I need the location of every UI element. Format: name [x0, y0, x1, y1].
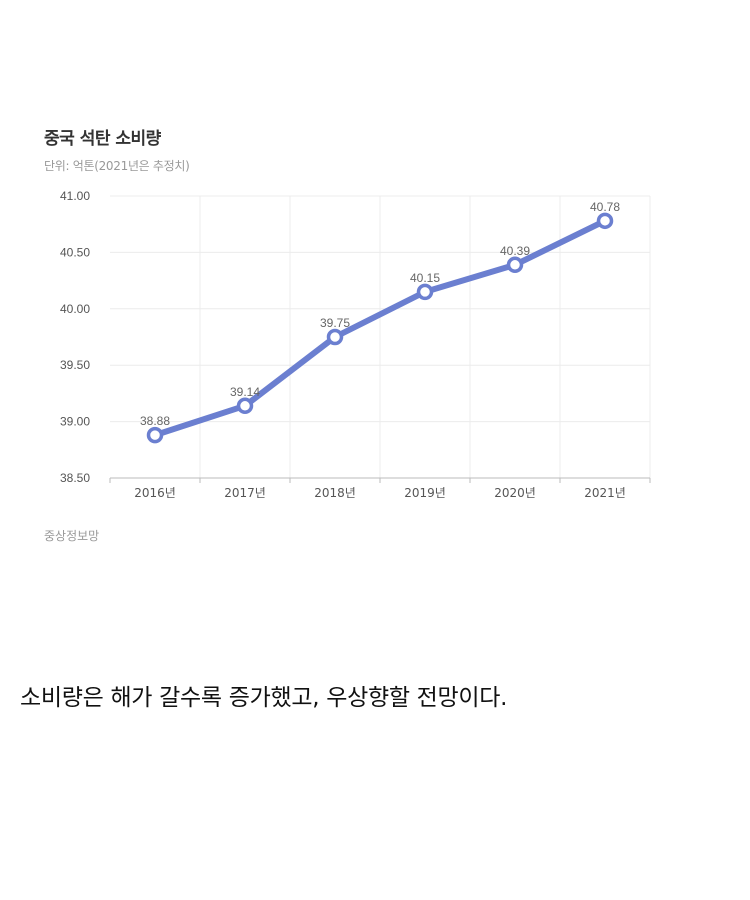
- data-point: [416, 283, 434, 301]
- data-label: 40.15: [410, 271, 440, 285]
- y-tick-label: 38.50: [60, 471, 90, 485]
- y-tick-label: 40.00: [60, 302, 90, 316]
- x-axis: [109, 477, 651, 483]
- y-tick-label: 41.00: [60, 189, 90, 203]
- data-label: 39.14: [230, 385, 260, 399]
- data-point: [326, 328, 344, 346]
- data-point: [146, 426, 164, 444]
- x-tick-label: 2018년: [314, 486, 356, 500]
- y-tick-label: 40.50: [60, 245, 90, 259]
- data-label: 40.39: [500, 244, 530, 258]
- chart-source: 중상정보망: [44, 529, 100, 543]
- chart-title: 중국 석탄 소비량: [44, 129, 161, 149]
- x-tick-label: 2021년: [584, 486, 626, 500]
- line-chart: 41.00 40.50 40.00 39.50 39.00 38.50 2016년 2017…: [60, 189, 651, 500]
- y-tick-label: 39.00: [60, 415, 90, 429]
- x-tick-label: 2017년: [224, 486, 266, 500]
- y-axis-ticks: 41.00 40.50 40.00 39.50 39.00 38.50: [60, 189, 90, 485]
- x-tick-label: 2019년: [404, 486, 446, 500]
- series-line: [152, 217, 608, 439]
- y-tick-label: 39.50: [60, 358, 90, 372]
- data-points: [146, 212, 614, 444]
- data-labels: 38.88 39.14 39.75 40.15 40.39 40.78: [140, 200, 620, 428]
- x-tick-label: 2020년: [494, 486, 536, 500]
- caption-text: 소비량은 해가 갈수록 증가했고, 우상향할 전망이다.: [20, 685, 508, 711]
- data-label: 40.78: [590, 200, 620, 214]
- data-point: [236, 397, 254, 415]
- data-point: [596, 212, 614, 230]
- x-axis-ticks: 2016년 2017년 2018년 2019년 2020년 2021년: [134, 486, 626, 500]
- data-label: 39.75: [320, 316, 350, 330]
- data-point: [506, 256, 524, 274]
- chart-card: 중국 석탄 소비량 단위: 억톤(2021년은 추정치) 41.00 40.50 4…: [44, 129, 651, 543]
- series-line-path: [152, 217, 608, 439]
- chart-subtitle: 단위: 억톤(2021년은 추정치): [44, 159, 190, 173]
- x-tick-label: 2016년: [134, 486, 176, 500]
- data-label: 38.88: [140, 414, 170, 428]
